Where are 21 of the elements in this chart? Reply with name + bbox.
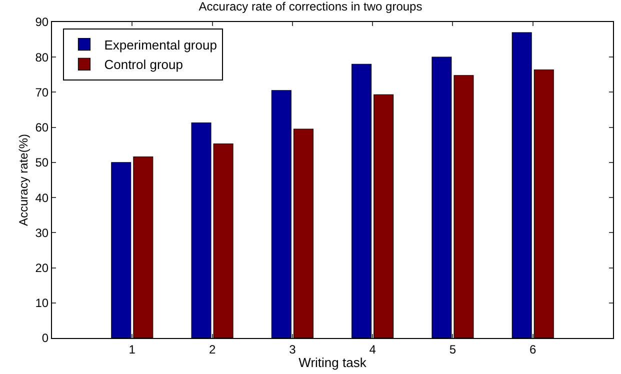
y-tick-label: 90 bbox=[35, 15, 49, 30]
y-axis-title: Accuracy rate(%) bbox=[16, 134, 31, 226]
y-tick-label: 70 bbox=[35, 85, 49, 100]
x-tick-label: 6 bbox=[530, 342, 537, 356]
x-tick-label: 3 bbox=[289, 342, 296, 356]
y-tick-label: 20 bbox=[35, 260, 49, 275]
legend-label: Experimental group bbox=[104, 37, 217, 52]
y-tick-label: 60 bbox=[35, 120, 49, 135]
legend-label: Control group bbox=[104, 57, 183, 72]
chart-title: Accuracy rate of corrections in two groups bbox=[198, 0, 422, 14]
x-tick-label: 5 bbox=[449, 342, 456, 356]
x-axis-title: Writing task bbox=[298, 355, 367, 370]
x-tick-label: 1 bbox=[128, 342, 136, 356]
y-tick-label: 50 bbox=[35, 156, 49, 170]
x-tick-label: 4 bbox=[369, 342, 376, 356]
x-tick-label: 2 bbox=[208, 342, 216, 356]
y-tick-label: 0 bbox=[42, 331, 49, 346]
y-tick-label: 30 bbox=[35, 226, 49, 240]
y-tick-label: 10 bbox=[35, 296, 49, 310]
y-tick-label: 80 bbox=[35, 50, 49, 64]
y-tick-label: 40 bbox=[35, 190, 49, 205]
